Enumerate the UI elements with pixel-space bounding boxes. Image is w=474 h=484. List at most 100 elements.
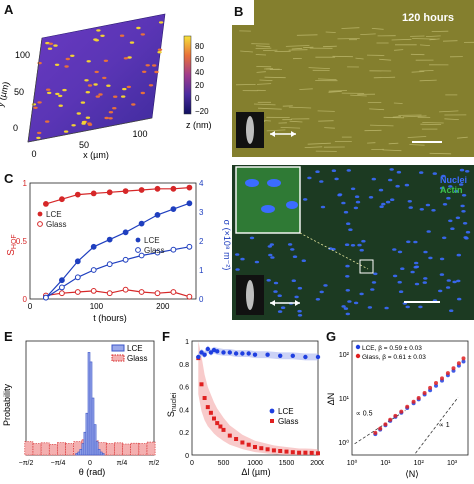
c-data-point: [75, 275, 80, 280]
f-data-point-glass: [209, 411, 213, 415]
d-nucleus: [270, 256, 274, 259]
d-nucleus: [461, 210, 465, 213]
b-cell-streak: [265, 77, 286, 78]
f-data-point-lce: [291, 354, 295, 358]
d-nucleus: [341, 202, 345, 205]
e-xtick: −π/2: [19, 460, 34, 467]
d-nucleus: [351, 244, 355, 247]
e-bar-lce: [80, 449, 82, 455]
surface-bump: [46, 89, 50, 91]
c-legend-marker: [136, 248, 141, 253]
g-data-point-glass: [405, 405, 409, 409]
a-ytick-0: 0: [13, 123, 18, 133]
g-data-point-glass: [452, 366, 456, 370]
c-ytick-left: 0.5: [16, 237, 28, 246]
c-xtick: 100: [90, 302, 104, 311]
d-legend-actin: Actin: [440, 185, 463, 195]
b-cell-streak: [323, 46, 337, 47]
surface-bump: [66, 58, 70, 60]
g-slope-one: [416, 397, 459, 453]
c-data-point: [123, 287, 128, 292]
e-legend-glass: Glass: [127, 354, 147, 363]
surface-bump: [102, 77, 106, 79]
d-nucleus: [351, 188, 355, 191]
d-nucleus: [354, 207, 358, 210]
d-nucleus: [278, 294, 282, 297]
d-nucleus: [344, 307, 348, 310]
d-nucleus: [255, 261, 259, 264]
e-bar-lce: [90, 362, 92, 455]
d-nucleus: [307, 177, 311, 180]
e-bar-glass: [49, 444, 57, 455]
d-fft-glow: [246, 280, 254, 310]
surface-bump: [124, 57, 128, 59]
d-nucleus: [369, 196, 373, 199]
cb-tick-80: 80: [195, 42, 204, 51]
c-xtick: 0: [28, 302, 33, 311]
b-cell-streak: [303, 47, 313, 48]
cb-tick-60: 60: [195, 55, 204, 64]
surface-bump: [81, 122, 85, 124]
surface-bump: [55, 93, 59, 95]
d-nucleus: [390, 168, 394, 171]
f-data-point-glass: [310, 451, 314, 455]
panel-b: B 120 hours: [232, 0, 474, 165]
surface-bump: [93, 38, 97, 40]
d-legend-nuclei: Nuclei: [440, 175, 467, 185]
c-data-point: [60, 197, 65, 202]
c-ytick-right: 0: [199, 295, 204, 304]
d-nucleus: [347, 169, 351, 172]
d-nucleus: [281, 306, 285, 309]
d-nucleus: [460, 205, 464, 208]
surface-bump: [100, 35, 104, 37]
d-nucleus: [298, 314, 302, 317]
d-nucleus: [466, 231, 470, 234]
surface-bump: [108, 117, 112, 119]
d-inset-nucleus: [261, 205, 275, 213]
d-nucleus: [393, 275, 397, 278]
d-nucleus: [414, 266, 418, 269]
d-nucleus: [345, 243, 349, 246]
f-ylabel: Snuclei: [166, 392, 178, 417]
panel-e-label: E: [4, 329, 13, 344]
d-nucleus: [462, 194, 466, 197]
f-data-point-glass: [291, 450, 295, 454]
c-data-point: [107, 237, 112, 242]
e-bar-lce: [78, 452, 80, 455]
surface-bump: [141, 33, 145, 35]
d-nucleus: [427, 230, 431, 233]
c-xlabel: t (hours): [93, 313, 127, 323]
e-bar-lce: [76, 454, 78, 456]
f-xtick: 0: [190, 460, 194, 467]
f-xtick: 500: [218, 460, 230, 467]
surface-bump: [86, 91, 90, 93]
d-nucleus: [463, 222, 467, 225]
d-nucleus: [297, 310, 301, 313]
d-nucleus: [344, 211, 348, 214]
surface-bump: [64, 130, 68, 132]
c-legend-left-glass: Glass: [46, 220, 66, 229]
d-nucleus: [386, 201, 390, 204]
surface-bump: [81, 101, 85, 103]
e-bar-lce: [96, 442, 98, 455]
f-data-point-glass: [253, 445, 257, 449]
b-cell-streak: [297, 35, 318, 36]
c-data-point: [123, 189, 128, 194]
d-nucleus: [446, 286, 450, 289]
d-nucleus: [400, 267, 404, 270]
d-nucleus: [298, 287, 302, 290]
surface-bump: [45, 120, 49, 122]
c-legend-right-lce: LCE: [144, 236, 160, 245]
g-slope1-label: ∝ 0.5: [356, 410, 373, 417]
d-nucleus: [399, 290, 403, 293]
c-data-point: [187, 185, 192, 190]
d-nucleus: [346, 289, 350, 292]
d-nucleus: [390, 198, 394, 201]
d-nucleus: [433, 172, 437, 175]
d-nucleus: [274, 282, 278, 285]
a-xlabel: x (µm): [83, 150, 109, 160]
c-data-point: [187, 294, 192, 299]
e-bar-lce: [100, 452, 102, 455]
d-inset-nucleus: [286, 201, 298, 209]
